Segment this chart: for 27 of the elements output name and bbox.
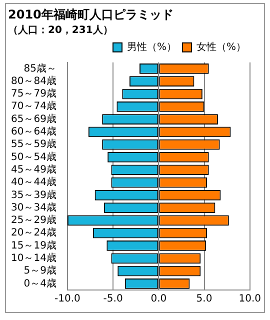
y-tick-label: 65～69歳 bbox=[10, 112, 56, 125]
y-tick-label: 45～49歳 bbox=[10, 163, 56, 176]
chart-subtitle: （人口：20，231人） bbox=[8, 24, 113, 36]
y-tick-label: 40～44歳 bbox=[10, 176, 56, 188]
x-tick-label: 5.0 bbox=[196, 294, 212, 305]
chart-title: 2010年福崎町人口ピラミッド bbox=[8, 7, 174, 22]
y-tick-label: 5～9歳 bbox=[24, 264, 56, 277]
y-tick-label: 60～64歳 bbox=[10, 126, 56, 138]
y-tick-label: 55～59歳 bbox=[10, 138, 56, 150]
y-tick-label: 70～74歳 bbox=[10, 100, 56, 112]
y-tick-label: 25～29歳 bbox=[10, 214, 56, 226]
y-tick-label: 35～39歳 bbox=[10, 188, 56, 201]
legend-label: 男性（%） bbox=[126, 40, 177, 53]
y-tick-label: 80～84歳 bbox=[10, 74, 56, 87]
x-tick-label: -5.0 bbox=[103, 294, 123, 305]
y-tick-label: 10～14歳 bbox=[10, 252, 56, 264]
y-tick-label: 15～19歳 bbox=[10, 239, 56, 252]
x-tick-label: -10.0 bbox=[54, 294, 80, 305]
y-tick-label: 0～4歳 bbox=[24, 277, 56, 290]
x-tick-label: 10.0 bbox=[238, 294, 261, 305]
y-tick-label: 85歳～ bbox=[24, 62, 56, 74]
y-tick-label: 75～79歳 bbox=[10, 88, 56, 100]
legend-label: 女性（%） bbox=[196, 40, 246, 53]
y-tick-label: 50～54歳 bbox=[10, 150, 56, 163]
y-tick-label: 30～34歳 bbox=[10, 201, 56, 214]
x-tick-label: 0.0 bbox=[150, 294, 167, 305]
y-tick-label: 20～24歳 bbox=[10, 226, 56, 239]
